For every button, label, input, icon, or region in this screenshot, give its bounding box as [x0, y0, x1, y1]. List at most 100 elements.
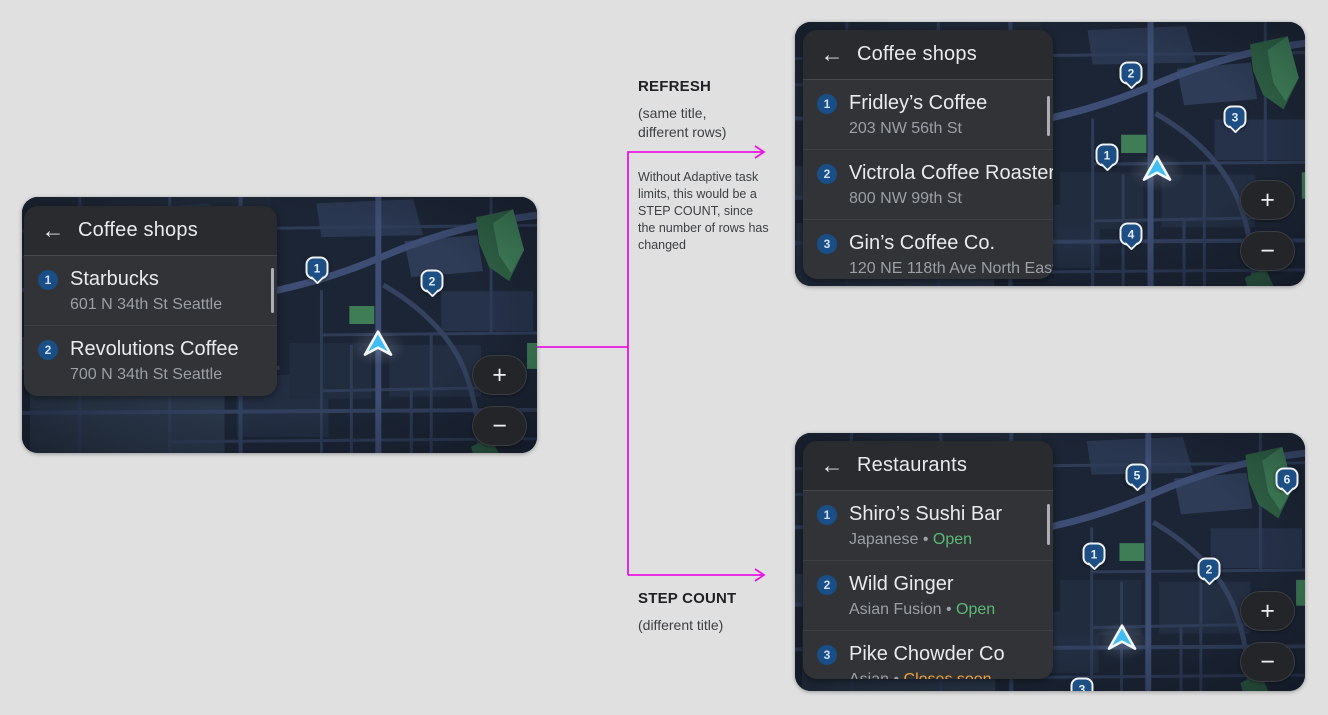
row-status-label: Open [932, 531, 973, 548]
row-number-badge: 3 [817, 645, 837, 665]
list-header: ← Restaurants [803, 441, 1053, 491]
row-secondary-label: 120 NE 118th Ave North East [849, 260, 1053, 277]
row-status-label: Open [956, 601, 996, 618]
row-primary-label: Wild Ginger [849, 573, 954, 595]
map-pin[interactable]: 3 [1070, 677, 1094, 691]
map-pin[interactable]: 1 [305, 256, 329, 280]
row-primary-label: Starbucks [70, 268, 159, 290]
row-number-badge: 1 [38, 270, 58, 290]
map-pin[interactable]: 4 [1119, 222, 1143, 246]
row-number-badge: 2 [817, 164, 837, 184]
row-primary-label: Shiro’s Sushi Bar [849, 503, 1003, 525]
list-item[interactable]: 2 Victrola Coffee Roasters 800 NW 99th St [803, 150, 1053, 220]
refresh-annotation: REFRESH (same title, different rows) [638, 78, 788, 142]
map-pin-label: 6 [1283, 472, 1291, 486]
map-pin-label: 2 [1127, 66, 1135, 80]
back-arrow-icon[interactable]: ← [820, 41, 844, 67]
place-list-panel: ← Coffee shops 1 Starbucks 601 N 34th St Sea… [24, 206, 277, 396]
row-secondary-label: 700 N 34th St Seattle [70, 366, 223, 383]
list-item[interactable]: 1 Fridley’s Coffee 203 NW 56th St [803, 80, 1053, 150]
refresh-note: Without Adaptive task limits, this would… [638, 170, 769, 252]
list-item[interactable]: 3 Gin’s Coffee Co. 120 NE 118th Ave North … [803, 220, 1053, 279]
row-number-badge: 2 [817, 575, 837, 595]
zoom-in-button[interactable]: + [1240, 591, 1295, 631]
row-status-label: Closes soon [904, 671, 992, 679]
row-number-badge: 2 [38, 340, 58, 360]
zoom-in-button[interactable]: + [1240, 180, 1295, 220]
screen-restaurants: 5 6 1 2 3 + − ← Restaurants 1 Shiro’s Sushi Bar Jap… [795, 433, 1305, 691]
list-item[interactable]: 3 Pike Chowder Co Asian • Closes soon [803, 631, 1053, 679]
map-pin-label: 3 [1231, 110, 1239, 124]
back-arrow-icon[interactable]: ← [820, 452, 844, 478]
zoom-out-button[interactable]: − [1240, 642, 1295, 682]
row-secondary-label: Asian Fusion • Open [849, 601, 996, 618]
map-pin[interactable]: 2 [1197, 557, 1221, 581]
list-item[interactable]: 2 Revolutions Coffee 700 N 34th St Seattle [24, 326, 277, 396]
screen-coffee-shops-initial: 1 2 + − ← Coffee shops 1 Starbucks 601 N 34th St… [22, 197, 537, 453]
row-text: Starbucks 601 N 34th St Seattle [70, 266, 222, 316]
row-text: Pike Chowder Co Asian • Closes soon [849, 641, 1005, 679]
row-number-badge: 3 [817, 234, 837, 254]
list-item[interactable]: 2 Wild Ginger Asian Fusion • Open [803, 561, 1053, 631]
map-pin-label: 1 [1103, 148, 1111, 162]
nav-arrow-icon [362, 329, 394, 363]
map-pin[interactable]: 3 [1223, 105, 1247, 129]
row-text: Revolutions Coffee 700 N 34th St Seattle [70, 336, 239, 386]
row-secondary-label: 800 NW 99th St [849, 190, 962, 207]
row-secondary-label: 203 NW 56th St [849, 120, 962, 137]
refresh-subtitle: (same title, different rows) [638, 105, 727, 140]
row-number-badge: 1 [817, 94, 837, 114]
step-count-annotation: STEP COUNT (different title) [638, 590, 798, 635]
map-pin-label: 5 [1133, 468, 1141, 482]
row-text: Fridley’s Coffee 203 NW 56th St [849, 90, 987, 140]
list-scrollbar[interactable] [1047, 96, 1050, 136]
map-pin-label: 2 [1205, 562, 1213, 576]
row-primary-label: Pike Chowder Co [849, 643, 1005, 665]
row-number-badge: 1 [817, 505, 837, 525]
back-arrow-icon[interactable]: ← [41, 217, 65, 243]
list-title: Restaurants [857, 454, 968, 476]
list-title: Coffee shops [78, 219, 198, 241]
nav-arrow-icon [1141, 154, 1173, 188]
row-secondary-label: Asian • Closes soon [849, 669, 1005, 679]
list-rows: 1 Fridley’s Coffee 203 NW 56th St 2 Victrola… [803, 80, 1053, 279]
row-text: Victrola Coffee Roasters 800 NW 99th St [849, 160, 1053, 210]
nav-arrow-icon [1106, 623, 1138, 657]
row-primary-label: Fridley’s Coffee [849, 92, 988, 114]
row-secondary-label: 601 N 34th St Seattle [70, 296, 223, 313]
list-title: Coffee shops [857, 43, 977, 65]
row-secondary-label: Japanese • Open [849, 531, 973, 548]
zoom-out-button[interactable]: − [472, 406, 527, 446]
map-pin[interactable]: 5 [1125, 463, 1149, 487]
list-header: ← Coffee shops [24, 206, 277, 256]
map-pin-label: 2 [428, 274, 436, 288]
map-pin[interactable]: 1 [1095, 143, 1119, 167]
screen-coffee-shops-refreshed: 2 3 1 4 + − ← Coffee shops 1 Fridley’s Coffee 203 … [795, 22, 1305, 286]
list-scrollbar[interactable] [271, 268, 274, 313]
row-text: Gin’s Coffee Co. 120 NE 118th Ave North E… [849, 230, 1053, 279]
list-item[interactable]: 1 Shiro’s Sushi Bar Japanese • Open [803, 491, 1053, 561]
map-pin[interactable]: 2 [1119, 61, 1143, 85]
list-header: ← Coffee shops [803, 30, 1053, 80]
list-item[interactable]: 1 Starbucks 601 N 34th St Seattle [24, 256, 277, 326]
step-count-title: STEP COUNT [638, 590, 737, 607]
list-rows: 1 Shiro’s Sushi Bar Japanese • Open 2 Wild G… [803, 491, 1053, 679]
list-scrollbar[interactable] [1047, 504, 1050, 545]
refresh-title: REFRESH [638, 78, 712, 95]
row-text: Wild Ginger Asian Fusion • Open [849, 571, 995, 621]
map-pin[interactable]: 1 [1082, 542, 1106, 566]
row-primary-label: Gin’s Coffee Co. [849, 232, 996, 254]
place-list-panel: ← Coffee shops 1 Fridley’s Coffee 203 NW 56t… [803, 30, 1053, 279]
map-pin-label: 3 [1078, 682, 1086, 691]
map-pin[interactable]: 2 [420, 269, 444, 293]
row-text: Shiro’s Sushi Bar Japanese • Open [849, 501, 1002, 551]
row-primary-label: Revolutions Coffee [70, 338, 239, 360]
row-primary-label: Victrola Coffee Roasters [849, 162, 1053, 184]
map-pin-label: 1 [313, 261, 321, 275]
list-rows: 1 Starbucks 601 N 34th St Seattle 2 Revoluti… [24, 256, 277, 396]
zoom-out-button[interactable]: − [1240, 231, 1295, 271]
map-pin[interactable]: 6 [1275, 467, 1299, 491]
step-count-subtitle: (different title) [638, 617, 724, 633]
zoom-in-button[interactable]: + [472, 355, 527, 395]
